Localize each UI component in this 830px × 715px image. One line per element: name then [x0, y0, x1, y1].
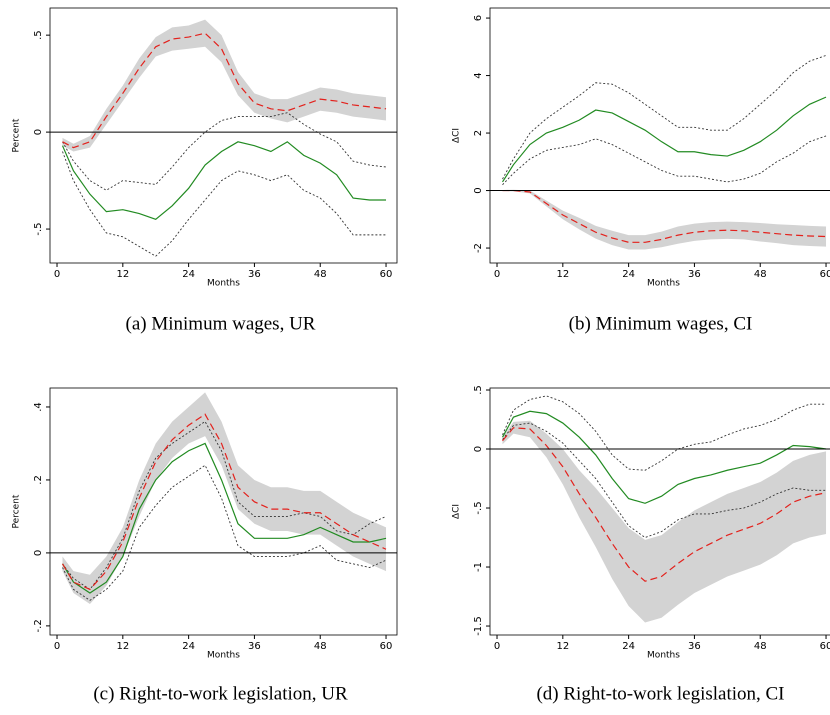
- caption: (d) Right-to-work legislation, CI: [536, 683, 784, 704]
- plot-frame: [49, 7, 398, 264]
- x-tick-label: 36: [688, 641, 701, 652]
- series-line: [62, 32, 387, 149]
- series-line: [501, 410, 827, 504]
- y-axis-label: ΔCI: [452, 128, 462, 143]
- x-axis-label: Months: [207, 279, 240, 289]
- x-tick-label: 60: [380, 641, 393, 652]
- x-tick-label: 60: [820, 269, 830, 280]
- y-tick-label: -1.5: [473, 616, 484, 636]
- confidence-band: [502, 189, 827, 250]
- series-line: [61, 141, 387, 221]
- y-tick-label: .2: [33, 475, 44, 485]
- x-tick-label: 48: [754, 269, 767, 280]
- x-tick-label: 48: [754, 641, 767, 652]
- series-line: [502, 135, 827, 186]
- confidence-band: [62, 392, 387, 604]
- y-tick-label: -1: [473, 562, 484, 572]
- y-tick-label: -.5: [473, 501, 484, 514]
- series-line: [62, 112, 387, 191]
- y-tick-label: 4: [473, 72, 484, 78]
- x-tick-label: 12: [556, 269, 569, 280]
- x-tick-label: 36: [248, 641, 261, 652]
- caption: (a) Minimum wages, UR: [126, 313, 316, 334]
- plot-frame: [489, 7, 830, 264]
- confidence-band: [502, 420, 827, 623]
- y-tick-label: 0: [473, 187, 484, 193]
- series-line: [502, 427, 827, 582]
- x-tick-label: 24: [182, 641, 195, 652]
- series-line: [62, 151, 387, 257]
- y-axis-label: Percent: [12, 494, 22, 528]
- series-line: [502, 55, 827, 180]
- series-line: [501, 96, 827, 183]
- y-tick-label: -.2: [33, 619, 44, 632]
- y-tick-label: 0: [33, 129, 44, 135]
- plot-frame: [489, 387, 830, 636]
- y-tick-label: -2: [473, 243, 484, 253]
- x-tick-label: 0: [494, 269, 500, 280]
- x-tick-label: 48: [314, 641, 327, 652]
- plot-frame: [49, 387, 398, 636]
- x-tick-label: 24: [182, 269, 195, 280]
- y-tick-label: -.5: [33, 222, 44, 235]
- x-tick-label: 24: [622, 641, 635, 652]
- series-line: [61, 442, 387, 594]
- x-tick-label: 0: [494, 641, 500, 652]
- x-tick-label: 0: [54, 269, 60, 280]
- x-tick-label: 12: [116, 641, 129, 652]
- x-tick-label: 12: [116, 269, 129, 280]
- x-axis-label: Months: [647, 279, 680, 289]
- x-tick-label: 36: [688, 269, 701, 280]
- x-tick-label: 60: [820, 641, 830, 652]
- series-line: [61, 413, 387, 591]
- series-line: [502, 395, 827, 471]
- y-tick-label: .4: [33, 402, 44, 412]
- y-axis-label: Percent: [12, 118, 22, 152]
- y-tick-label: 0: [473, 446, 484, 452]
- x-tick-label: 0: [54, 641, 60, 652]
- y-tick-label: 0: [33, 550, 44, 556]
- series-line: [62, 464, 387, 601]
- x-tick-label: 24: [622, 269, 635, 280]
- y-tick-label: .5: [473, 385, 484, 395]
- x-tick-label: 48: [314, 269, 327, 280]
- x-tick-label: 36: [248, 269, 261, 280]
- x-tick-label: 12: [556, 641, 569, 652]
- x-axis-label: Months: [647, 651, 680, 661]
- y-axis-label: ΔCI: [452, 504, 462, 519]
- x-tick-label: 60: [380, 269, 393, 280]
- y-tick-label: .5: [33, 30, 44, 40]
- y-tick-label: 6: [473, 15, 484, 21]
- series-line: [62, 420, 387, 591]
- caption: (c) Right-to-work legislation, UR: [93, 683, 348, 704]
- caption: (b) Minimum wages, CI: [569, 313, 753, 334]
- y-tick-label: 2: [473, 130, 484, 136]
- series-line: [502, 422, 827, 539]
- x-axis-label: Months: [207, 651, 240, 661]
- confidence-band: [62, 19, 387, 152]
